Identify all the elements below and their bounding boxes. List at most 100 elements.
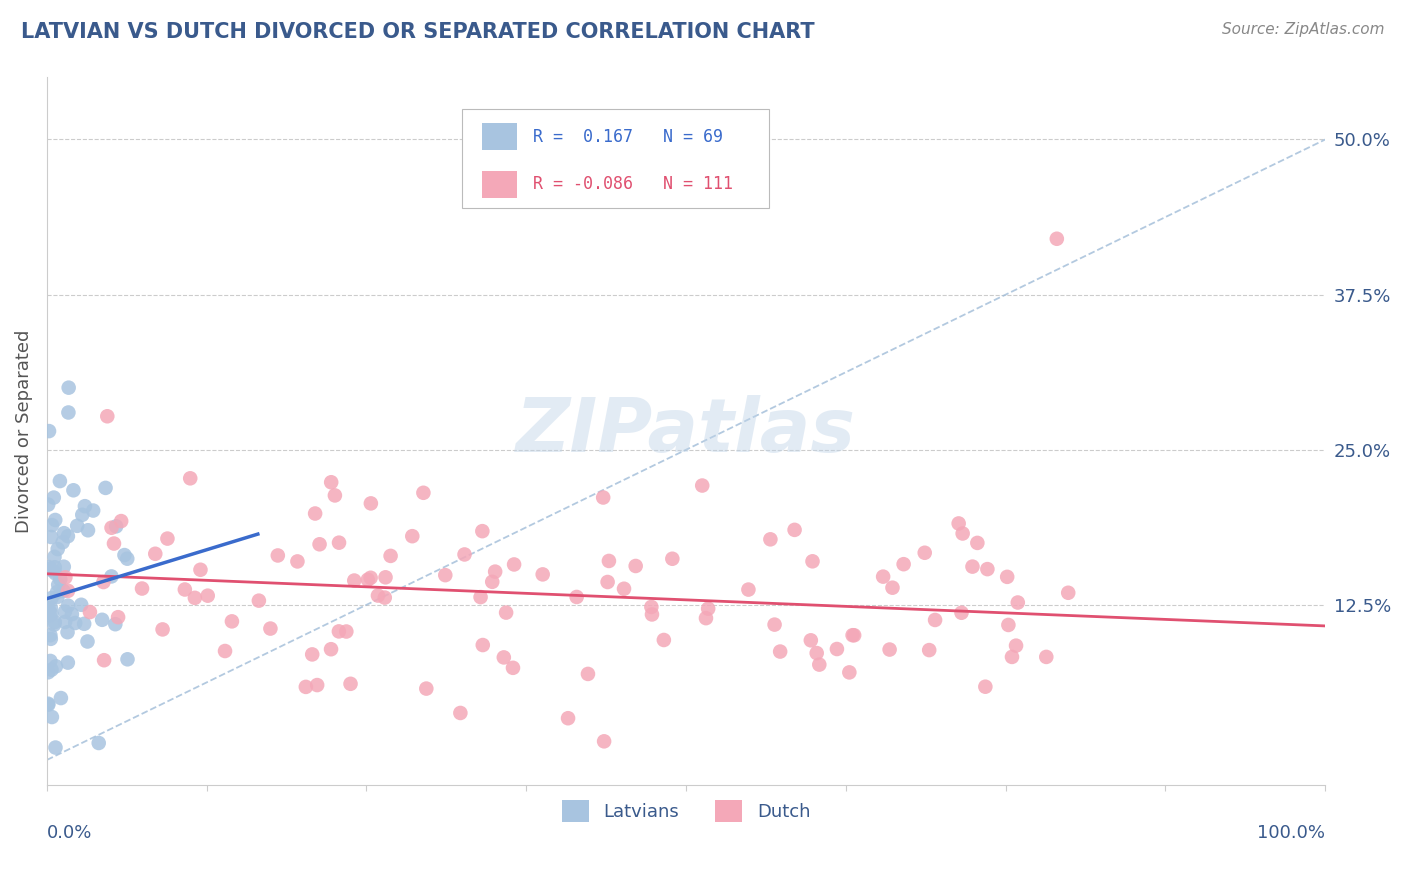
Point bbox=[367, 589, 389, 603]
Point bbox=[304, 507, 326, 521]
Point bbox=[360, 496, 382, 510]
Point bbox=[44, 549, 66, 564]
Point bbox=[624, 559, 647, 574]
Point bbox=[55, 570, 77, 584]
Point bbox=[997, 618, 1019, 632]
Point bbox=[46, 542, 69, 557]
Point bbox=[53, 615, 76, 629]
Point bbox=[49, 474, 72, 488]
Point bbox=[44, 560, 66, 574]
Point bbox=[62, 483, 84, 498]
Point bbox=[221, 615, 243, 629]
Point bbox=[110, 514, 132, 528]
Point bbox=[72, 508, 94, 522]
Point bbox=[93, 653, 115, 667]
Point bbox=[87, 736, 110, 750]
Point bbox=[596, 574, 619, 589]
Point bbox=[46, 590, 69, 604]
Point bbox=[117, 652, 139, 666]
Point bbox=[39, 628, 62, 642]
Point bbox=[962, 559, 984, 574]
Point bbox=[42, 491, 65, 505]
Point bbox=[319, 642, 342, 657]
Point bbox=[44, 740, 66, 755]
Point bbox=[576, 667, 599, 681]
Point bbox=[503, 558, 526, 572]
Point bbox=[565, 590, 588, 604]
Point bbox=[56, 583, 79, 598]
Point bbox=[335, 624, 357, 639]
Point bbox=[301, 648, 323, 662]
Point bbox=[197, 589, 219, 603]
Point bbox=[60, 607, 83, 622]
Point bbox=[769, 644, 792, 658]
Point bbox=[91, 613, 114, 627]
Point bbox=[46, 578, 69, 592]
Point bbox=[652, 632, 675, 647]
Point bbox=[56, 656, 79, 670]
Point bbox=[924, 613, 946, 627]
FancyBboxPatch shape bbox=[481, 123, 517, 150]
Point bbox=[844, 628, 866, 642]
Point bbox=[613, 582, 636, 596]
Point bbox=[37, 665, 59, 680]
Point bbox=[974, 680, 997, 694]
Text: 0.0%: 0.0% bbox=[46, 824, 93, 842]
Point bbox=[58, 405, 80, 419]
Point bbox=[58, 381, 80, 395]
Point bbox=[44, 566, 66, 581]
Point bbox=[328, 624, 350, 639]
Text: 100.0%: 100.0% bbox=[1257, 824, 1326, 842]
Text: LATVIAN VS DUTCH DIVORCED OR SEPARATED CORRELATION CHART: LATVIAN VS DUTCH DIVORCED OR SEPARATED C… bbox=[21, 22, 814, 42]
Point bbox=[41, 563, 63, 577]
Point bbox=[412, 485, 434, 500]
Point bbox=[593, 734, 616, 748]
Point bbox=[690, 478, 713, 492]
Point bbox=[179, 471, 201, 485]
Point bbox=[44, 513, 66, 527]
Point bbox=[41, 663, 63, 677]
Point bbox=[104, 617, 127, 632]
Point bbox=[77, 523, 100, 537]
Point bbox=[52, 559, 75, 574]
Point bbox=[592, 491, 614, 505]
Point bbox=[39, 632, 62, 646]
Point bbox=[872, 569, 894, 583]
Point bbox=[374, 591, 396, 605]
Point bbox=[484, 565, 506, 579]
Point bbox=[70, 598, 93, 612]
Point bbox=[117, 551, 139, 566]
Point bbox=[640, 599, 662, 614]
Point bbox=[470, 590, 492, 604]
Point bbox=[825, 642, 848, 657]
Point bbox=[103, 536, 125, 550]
Point bbox=[41, 518, 63, 533]
Point bbox=[763, 617, 786, 632]
Text: Source: ZipAtlas.com: Source: ZipAtlas.com bbox=[1222, 22, 1385, 37]
Point bbox=[557, 711, 579, 725]
Point bbox=[44, 615, 66, 629]
Point bbox=[307, 678, 329, 692]
Point bbox=[105, 519, 128, 533]
Point bbox=[806, 646, 828, 660]
Point bbox=[918, 643, 941, 657]
Point bbox=[100, 569, 122, 583]
Point bbox=[976, 562, 998, 576]
Point bbox=[481, 574, 503, 589]
Point bbox=[38, 424, 60, 438]
Point bbox=[966, 536, 988, 550]
Point bbox=[841, 628, 863, 642]
Point bbox=[287, 554, 309, 568]
Point bbox=[52, 535, 75, 549]
Point bbox=[49, 572, 72, 586]
Point bbox=[783, 523, 806, 537]
Point bbox=[950, 606, 973, 620]
Point bbox=[96, 409, 118, 424]
Point bbox=[107, 610, 129, 624]
Point bbox=[308, 537, 330, 551]
Point bbox=[259, 622, 281, 636]
Point bbox=[41, 607, 63, 621]
Point bbox=[100, 521, 122, 535]
Point bbox=[323, 488, 346, 502]
Point bbox=[37, 605, 59, 619]
